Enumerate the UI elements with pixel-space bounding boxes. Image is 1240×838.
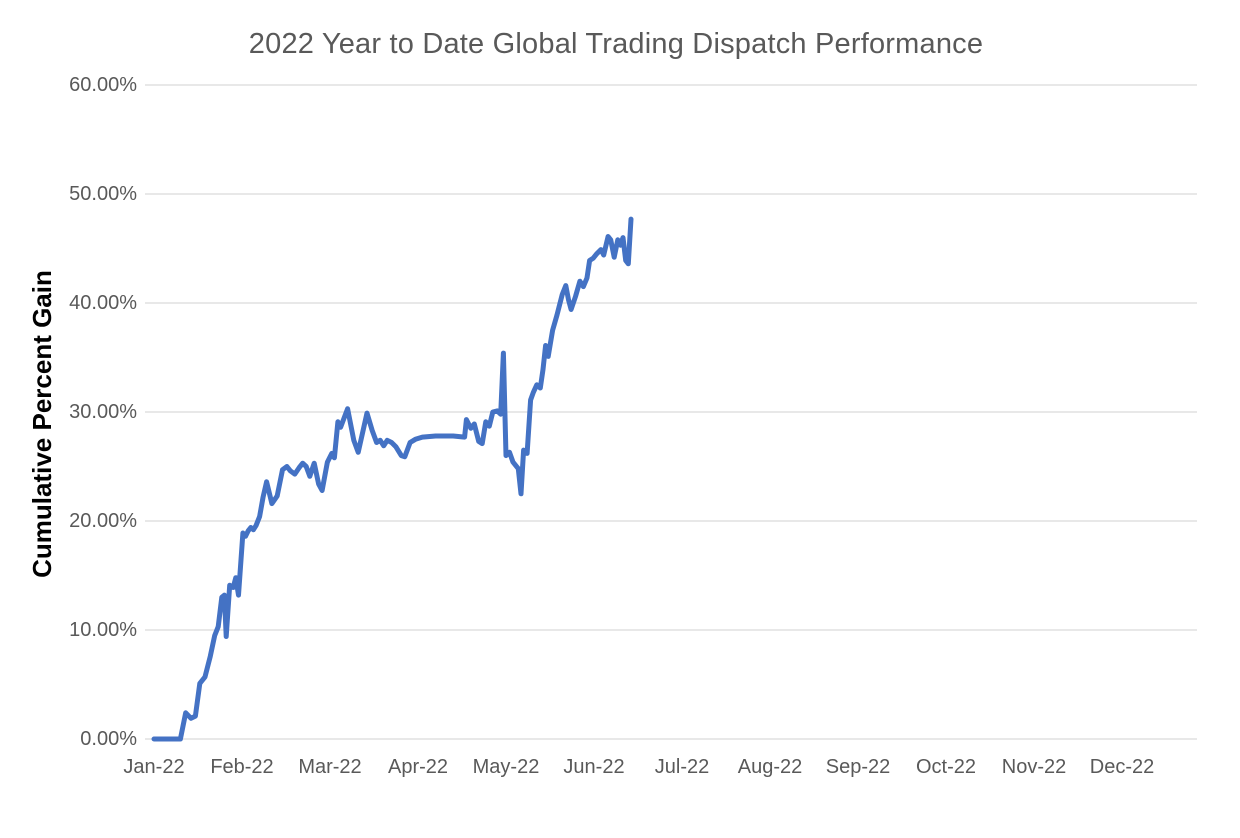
x-tick-label: Mar-22 [298, 756, 362, 778]
x-tick-label: Jul-22 [654, 756, 710, 778]
x-tick-label: Jan-22 [123, 756, 185, 778]
y-tick-label: 50.00% [69, 183, 137, 205]
x-tick-label: May-22 [472, 756, 540, 778]
y-tick-label: 10.00% [69, 619, 137, 641]
x-tick-label: Sep-22 [825, 756, 891, 778]
x-tick-label: Feb-22 [210, 756, 274, 778]
x-tick-label: Aug-22 [737, 756, 803, 778]
x-tick-label: Apr-22 [387, 756, 449, 778]
chart-title: 2022 Year to Date Global Trading Dispatc… [248, 28, 984, 60]
data-line-cumulative-percent-gain [151, 216, 634, 742]
y-tick-label: 20.00% [69, 510, 137, 532]
y-tick-label: 30.00% [69, 401, 137, 423]
y-tick-label: 40.00% [69, 292, 137, 314]
x-tick-label: Dec-22 [1089, 756, 1155, 778]
y-tick-label: 0.00% [80, 728, 137, 750]
x-tick-label: Jun-22 [563, 756, 625, 778]
y-tick-label: 60.00% [69, 74, 137, 96]
x-tick-label: Nov-22 [1001, 756, 1067, 778]
x-tick-label: Oct-22 [915, 756, 977, 778]
